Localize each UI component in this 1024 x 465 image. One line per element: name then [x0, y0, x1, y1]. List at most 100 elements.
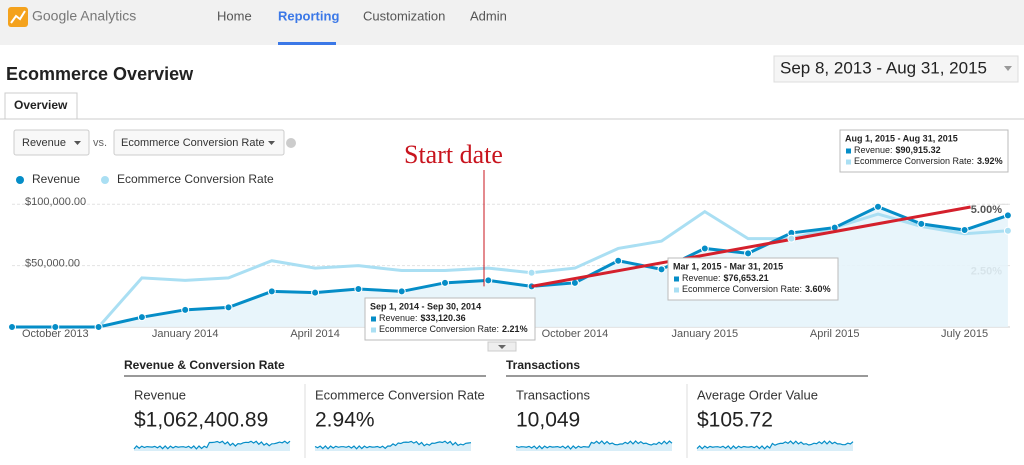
date-picker[interactable]	[773, 55, 1019, 83]
tooltip-metric: Ecommerce Conversion Rate:	[379, 324, 499, 334]
x-tick-label: October 2014	[542, 328, 609, 340]
tooltip-value: 3.92%	[977, 156, 1003, 166]
point	[441, 278, 449, 287]
tooltip	[667, 257, 839, 301]
point	[700, 244, 709, 253]
tooltip-line: Revenue: $33,120.36	[379, 313, 466, 323]
tooltip-swatch	[846, 159, 851, 165]
point	[354, 284, 363, 293]
metric2-select[interactable]	[113, 129, 285, 156]
point	[1003, 211, 1012, 220]
collapse-arrow	[498, 345, 506, 349]
card-label: Average Order Value	[697, 387, 818, 402]
legend-label: Revenue	[32, 172, 80, 186]
sparkline	[515, 440, 673, 450]
point	[224, 303, 233, 312]
tooltip-metric: Ecommerce Conversion Rate:	[682, 284, 802, 294]
tab[interactable]	[4, 92, 78, 120]
nav-active-bar	[278, 42, 336, 45]
tooltip	[839, 129, 1009, 173]
card-label: Transactions	[516, 387, 590, 402]
y2-tick-label: 5.00%	[971, 204, 1002, 216]
metric1-select[interactable]	[13, 129, 90, 156]
point	[657, 265, 666, 274]
metric2-label[interactable]: Ecommerce Conversion Rate	[121, 137, 265, 149]
point	[311, 288, 320, 297]
point	[484, 276, 493, 285]
tooltip-swatch	[371, 316, 376, 322]
tooltip-line: Revenue: $76,653.21	[682, 273, 769, 283]
annotation: Start date	[404, 140, 503, 169]
top-bar	[0, 0, 1024, 45]
card-value: 2.94%	[315, 409, 375, 432]
metric1-label[interactable]: Revenue	[22, 137, 66, 149]
point	[614, 256, 623, 265]
tooltip-metric: Revenue:	[682, 273, 721, 283]
series-line	[12, 205, 1009, 329]
sparkline-area	[516, 441, 672, 451]
point	[917, 219, 926, 228]
sparkline-area	[697, 441, 853, 451]
point	[267, 287, 276, 296]
tooltip-line: Ecommerce Conversion Rate: 3.60%	[682, 284, 831, 294]
tooltip-value: $33,120.36	[421, 313, 466, 323]
point	[960, 226, 969, 235]
y-tick-label: $50,000.00	[25, 258, 80, 270]
point	[137, 313, 146, 322]
nav-reporting[interactable]: Reporting	[278, 8, 339, 23]
point	[397, 287, 406, 296]
vs-label: vs.	[93, 137, 107, 149]
sparkline	[133, 440, 291, 450]
legend-dot	[16, 176, 24, 184]
y-tick-label: $100,000.00	[25, 196, 86, 208]
tooltip-value: 2.21%	[502, 324, 528, 334]
tooltip-metric: Revenue:	[379, 313, 418, 323]
select-arrow	[268, 141, 275, 145]
point	[744, 249, 753, 258]
section-title: Transactions	[506, 358, 580, 372]
logo-mark	[10, 10, 26, 24]
card-value: $105.72	[697, 409, 773, 432]
date-range[interactable]: Sep 8, 2013 - Aug 31, 2015	[780, 58, 987, 77]
point	[8, 323, 16, 331]
nav-home[interactable]: Home	[217, 8, 252, 23]
page-title: Ecommerce Overview	[6, 64, 194, 84]
tooltip-value: 3.60%	[805, 284, 831, 294]
select-arrow	[74, 141, 81, 145]
x-tick-label: April 2015	[810, 328, 860, 340]
section-title: Revenue & Conversion Rate	[124, 358, 285, 372]
card-label: Ecommerce Conversion Rate	[315, 387, 485, 402]
brand: Google Analytics	[32, 8, 136, 24]
legend-dot	[101, 176, 109, 184]
x-tick-label: January 2014	[152, 328, 219, 340]
tooltip-swatch	[674, 287, 679, 293]
tooltip-swatch	[846, 148, 851, 154]
tooltip-line: Ecommerce Conversion Rate: 3.92%	[854, 156, 1003, 166]
tooltip-line: Ecommerce Conversion Rate: 2.21%	[379, 324, 528, 334]
tooltip-point	[1003, 226, 1012, 235]
card-value: 10,049	[516, 409, 580, 432]
tooltip-value: $76,653.21	[724, 273, 769, 283]
chart: $50,000.00$100,000.002.50%5.00%October 2…	[8, 129, 1012, 352]
sparkline	[696, 440, 854, 450]
card-label: Revenue	[134, 387, 186, 402]
nav-admin[interactable]: Admin	[470, 8, 507, 23]
tooltip-title: Aug 1, 2015 - Aug 31, 2015	[845, 133, 958, 143]
tooltip-value: $90,915.32	[896, 145, 941, 155]
tooltip	[364, 297, 536, 341]
trend-line	[531, 205, 971, 288]
clear-button[interactable]	[286, 138, 296, 148]
tab-label[interactable]: Overview	[14, 98, 68, 112]
tooltip-line: Revenue: $90,915.32	[854, 145, 941, 155]
x-tick-label: January 2015	[671, 328, 738, 340]
tooltip-title: Mar 1, 2015 - Mar 31, 2015	[673, 261, 783, 271]
scorecards: Revenue & Conversion Rate Revenue $1,062,4…	[124, 358, 868, 458]
date-arrow	[1004, 66, 1012, 71]
tooltip-metric: Ecommerce Conversion Rate:	[854, 156, 974, 166]
point	[181, 305, 190, 314]
tooltip-swatch	[371, 327, 376, 333]
nav-customization[interactable]: Customization	[363, 8, 445, 23]
tooltip-swatch	[674, 276, 679, 282]
tooltip-point	[527, 268, 536, 277]
